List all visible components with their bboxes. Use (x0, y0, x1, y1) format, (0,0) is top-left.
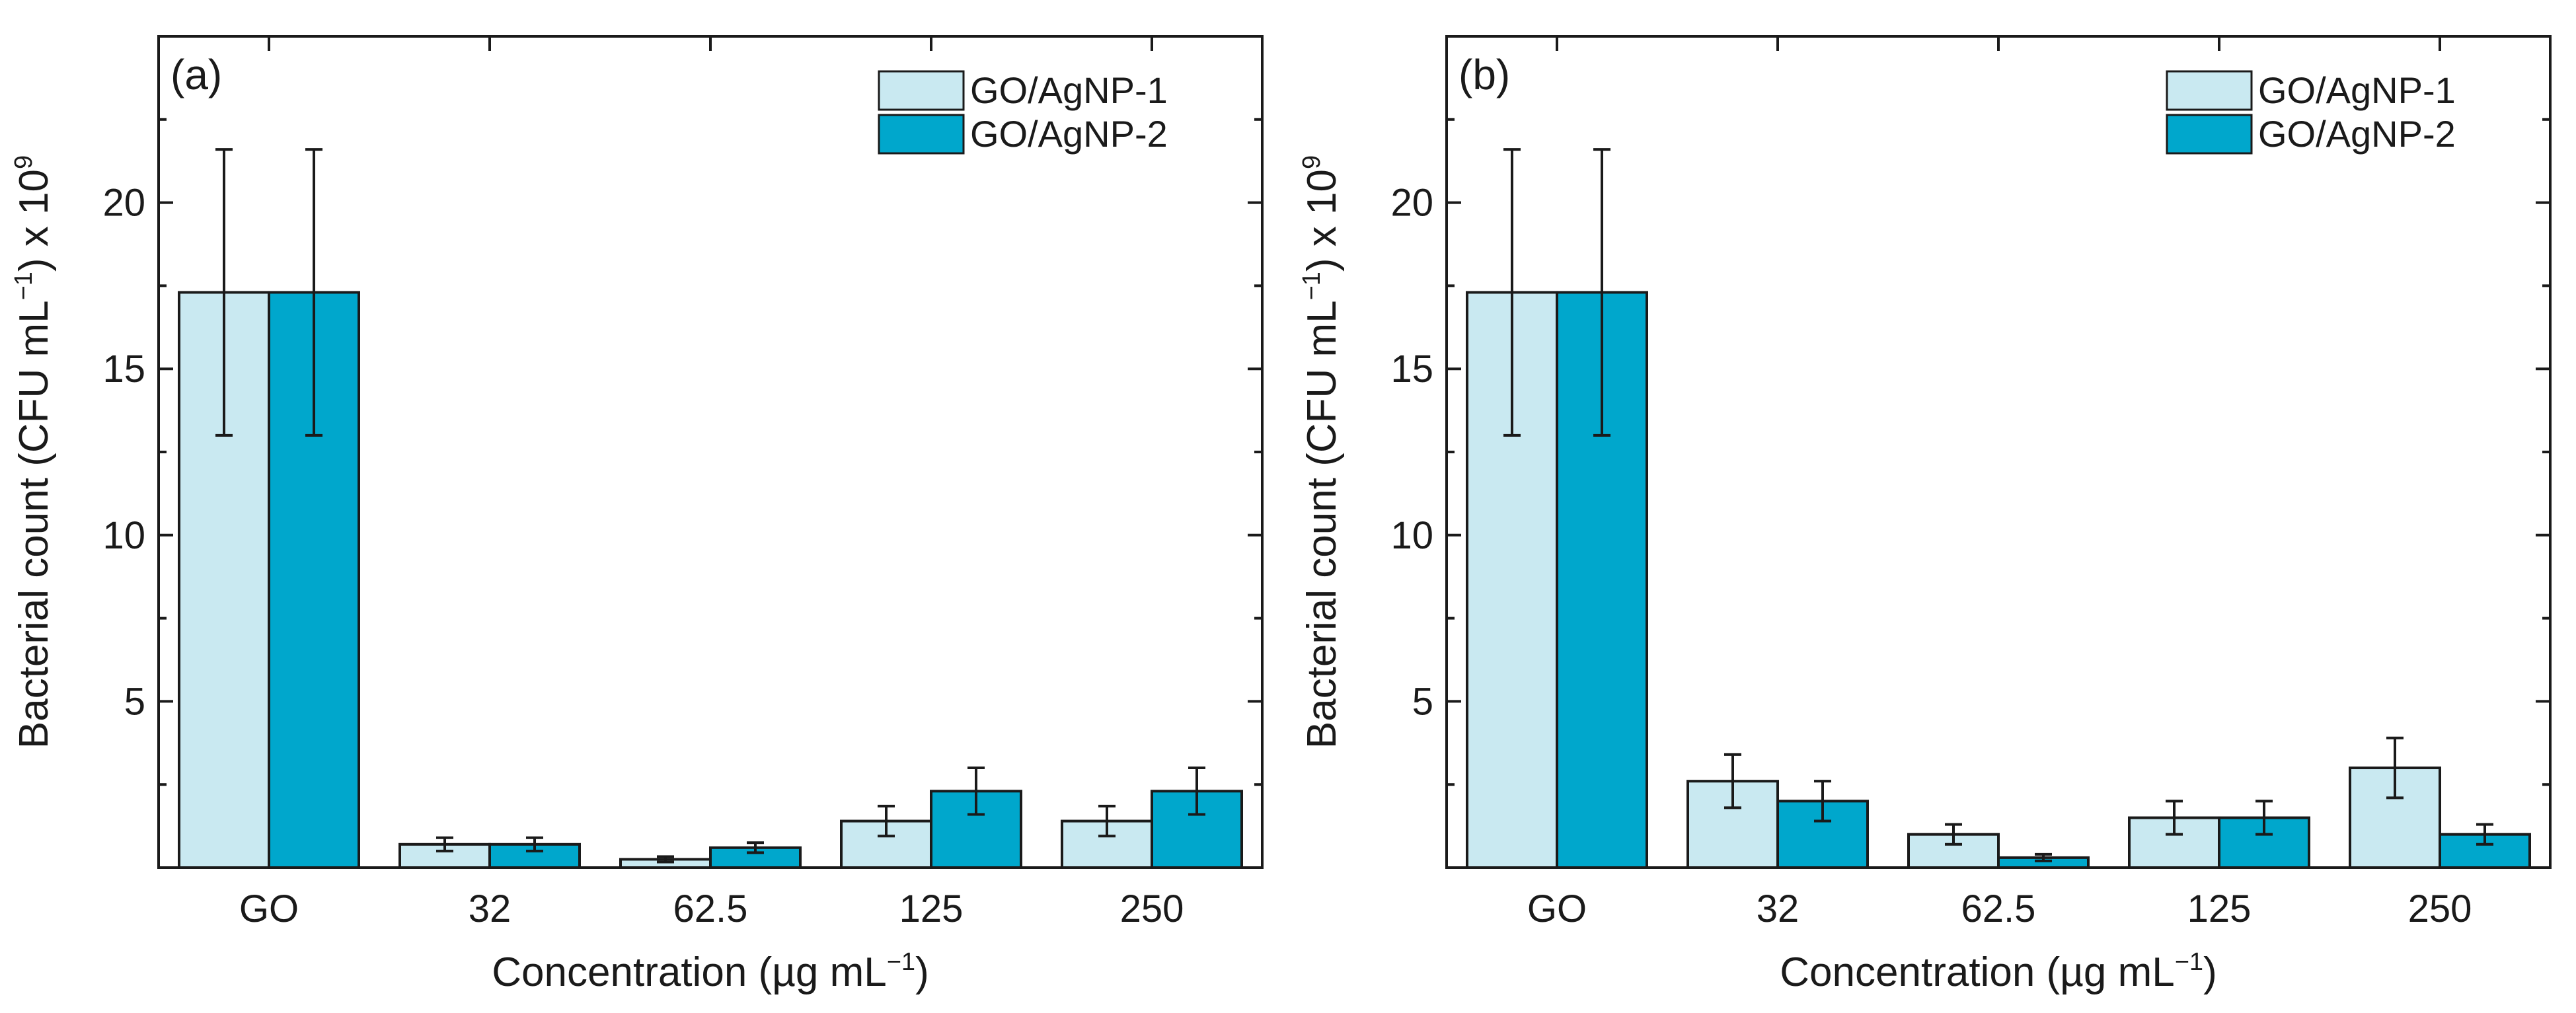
x-axis-title-end: ) (915, 950, 929, 995)
x-axis-title-text: Concentration (µg mL (1780, 950, 2174, 995)
y-tick-label: 15 (102, 348, 145, 391)
y-axis-title: Bacterial count (CFU mL−1) x 109 (1298, 155, 1345, 749)
legend: GO/AgNP-1GO/AgNP-2 (878, 69, 1168, 155)
error-bar-2 (2476, 823, 2493, 846)
y-tick-label: 10 (1390, 514, 1433, 557)
y-axis: 5 10 15 20 (102, 118, 1262, 786)
error-bar-2 (526, 836, 543, 852)
y-tick-label: 10 (102, 514, 145, 557)
x-tick-label: GO (239, 887, 299, 930)
legend-swatch-1 (2166, 70, 2253, 111)
legend-label-1: GO/AgNP-1 (2258, 69, 2456, 111)
error-bar-1 (657, 855, 674, 864)
error-bar-2 (1814, 780, 1831, 823)
y-axis-title-text: Bacterial count (CFU mL (1299, 300, 1345, 749)
error-bar-2 (1593, 148, 1610, 437)
x-tick-label: 32 (1757, 887, 1799, 930)
x-tick-label: 250 (1120, 887, 1184, 930)
error-bar-2 (305, 148, 322, 437)
x-axis-title: Concentration (µg mL−1) (492, 948, 928, 995)
chart-panel-b: 5 10 15 20 GO 32 62.5 125 250 (b) GO/AgNP-1 GO/AgNP… (1288, 0, 2576, 1013)
y-axis-title-mid: ) x 10 (11, 169, 57, 272)
chart-panel-a: 5 10 15 20 GO 32 62.5 125 250 (a) GO/AgNP-1 GO/AgNP… (10, 35, 1264, 995)
x-tick-label: 62.5 (1961, 887, 2036, 930)
error-bar-1 (1503, 148, 1521, 437)
y-tick-label: 15 (1390, 348, 1433, 391)
legend: GO/AgNP-1GO/AgNP-2 (2166, 69, 2456, 155)
y-tick-label: 20 (1390, 182, 1433, 225)
legend-label-1: GO/AgNP-1 (970, 69, 1168, 111)
legend-swatch-2 (878, 114, 965, 155)
y-axis-title-sup: −1 (1298, 272, 1326, 300)
x-axis-title-sup: −1 (2175, 948, 2203, 976)
x-tick-label: 125 (2187, 887, 2252, 930)
error-bar-2 (2035, 852, 2052, 862)
y-axis-title: Bacterial count (CFU mL−1) x 109 (10, 155, 57, 749)
error-bar-1 (878, 804, 895, 838)
panel-label: (a) (170, 51, 222, 98)
x-axis: GO 32 62.5 125 250 (239, 36, 1184, 930)
x-axis-title-end: ) (2203, 950, 2217, 995)
x-axis: GO 32 62.5 125 250 (1527, 36, 2472, 930)
legend-swatch-2 (2166, 114, 2253, 155)
y-tick-label: 20 (102, 182, 145, 225)
legend-label-2: GO/AgNP-2 (2258, 113, 2456, 155)
panel-label: (b) (1458, 51, 1510, 98)
y-axis-title-sup: −1 (10, 272, 38, 300)
error-bar-1 (2166, 800, 2183, 836)
error-bar-2 (2255, 800, 2273, 836)
x-axis-title-sup: −1 (887, 948, 915, 976)
error-bar-1 (1724, 753, 1741, 809)
x-tick-label: GO (1527, 887, 1587, 930)
bar-2 (930, 790, 1022, 870)
x-tick-label: 250 (2408, 887, 2472, 930)
error-bar-1 (436, 836, 453, 852)
bar-chart-b: 5 10 15 20 GO 32 62.5 125 250 (b) GO/AgNP-1GO/AgNP… (1298, 35, 2552, 995)
y-tick-label: 5 (1412, 680, 1433, 723)
error-bar-1 (2386, 736, 2404, 800)
bar-1 (1907, 833, 2000, 870)
x-axis-title: Concentration (µg mL−1) (1780, 948, 2216, 995)
y-axis: 5 10 15 20 (1390, 118, 2550, 786)
error-bar-1 (1945, 823, 1962, 846)
error-bar-2 (1188, 767, 1205, 816)
error-bar-2 (967, 767, 985, 816)
legend-swatch-1 (878, 70, 965, 111)
y-axis-title-sup2: 9 (10, 155, 38, 169)
y-tick-label: 5 (124, 680, 145, 723)
y-axis-title-mid: ) x 10 (1299, 169, 1345, 272)
x-tick-label: 125 (899, 887, 964, 930)
x-tick-label: 32 (469, 887, 511, 930)
y-axis-title-text: Bacterial count (CFU mL (11, 300, 57, 749)
x-tick-label: 62.5 (673, 887, 748, 930)
legend-label-2: GO/AgNP-2 (970, 113, 1168, 155)
bar-chart-a: 5 10 15 20 GO 32 62.5 125 250 (a) GO/AgNP-1GO/AgNP… (10, 35, 1264, 995)
error-bar-1 (215, 148, 233, 437)
x-axis-title-text: Concentration (µg mL (492, 950, 886, 995)
error-bar-1 (1098, 804, 1116, 838)
error-bar-2 (747, 841, 764, 854)
y-axis-title-sup2: 9 (1298, 155, 1326, 169)
